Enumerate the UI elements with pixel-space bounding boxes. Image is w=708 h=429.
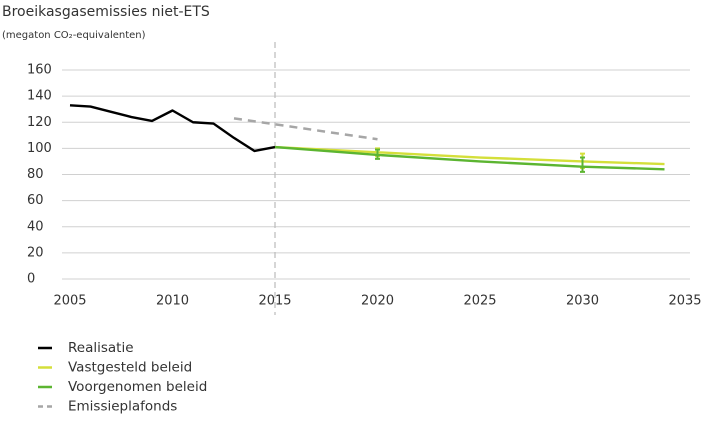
chart-title: Broeikasgasemissies niet-ETS [2,4,210,20]
y-tick-label: 80 [27,167,44,182]
x-tick-label: 2005 [53,294,86,309]
legend-label: Realisatie [68,340,134,356]
x-tick-label: 2015 [258,294,291,309]
series-line [69,104,276,153]
y-tick-label: 120 [27,115,52,130]
y-tick-label: 160 [27,63,52,78]
series-line [233,117,378,141]
legend-label: Voorgenomen beleid [68,379,207,395]
x-tick-label: 2010 [156,294,189,309]
error-bar [375,148,380,160]
error-bar [580,156,585,173]
x-tick-label: 2035 [668,294,701,309]
y-tick-label: 20 [27,245,44,260]
legend-label: Emissieplafonds [68,399,177,415]
x-tick-label: 2020 [361,294,394,309]
y-tick-label: 60 [27,193,44,208]
x-tick-label: 2030 [566,294,599,309]
chart-subtitle: (megaton CO₂-equivalenten) [2,30,146,41]
y-tick-label: 40 [27,219,44,234]
series-line [274,145,665,166]
series-line [274,145,665,171]
y-tick-label: 140 [27,89,52,104]
x-tick-label: 2025 [463,294,496,309]
legend-label: Vastgesteld beleid [68,360,192,376]
y-tick-label: 100 [27,141,52,156]
y-tick-label: 0 [27,272,35,287]
